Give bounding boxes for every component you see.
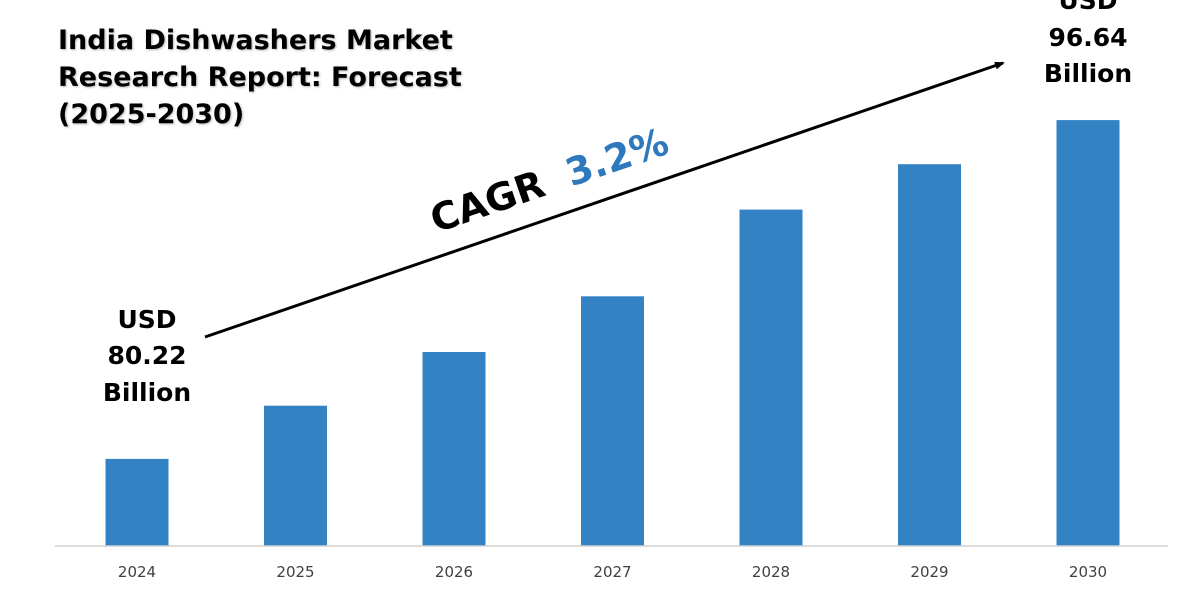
- bars-group: [105, 120, 1120, 546]
- cagr-label: CAGR: [425, 162, 551, 242]
- bar-2029: [898, 164, 961, 546]
- bar-2025: [264, 405, 327, 546]
- end-label-line-2: 96.64: [1048, 23, 1127, 52]
- x-tick-label-2030: 2030: [1069, 563, 1107, 581]
- bar-2030: [1056, 120, 1120, 546]
- bar-2026: [422, 352, 486, 546]
- bar-2028: [739, 209, 803, 546]
- x-tick-label-2027: 2027: [593, 563, 631, 581]
- cagr-arrow: [204, 61, 1005, 339]
- x-tick-label-2026: 2026: [435, 563, 473, 581]
- x-tick-label-2025: 2025: [276, 563, 314, 581]
- start-value-label: USD 80.22 Billion: [103, 305, 191, 407]
- bar-2024: [105, 458, 169, 546]
- x-tick-labels: 2024 2025 2026 2027 2028 2029 2030: [118, 563, 1107, 581]
- x-tick-label-2029: 2029: [910, 563, 948, 581]
- bar-2027: [581, 296, 644, 546]
- cagr-annotation: CAGR 3.2%: [425, 119, 674, 241]
- start-label-line-2: 80.22: [107, 341, 186, 370]
- chart-title: India Dishwashers Market Research Report…: [58, 25, 462, 130]
- cagr-value: 3.2%: [560, 119, 674, 195]
- end-value-label: USD 96.64 Billion: [1044, 0, 1132, 88]
- end-label-line-1: USD: [1058, 0, 1117, 15]
- end-label-line-3: Billion: [1044, 59, 1132, 88]
- start-label-line-1: USD: [117, 305, 176, 334]
- x-tick-label-2028: 2028: [752, 563, 790, 581]
- start-label-line-3: Billion: [103, 378, 191, 407]
- x-tick-label-2024: 2024: [118, 563, 156, 581]
